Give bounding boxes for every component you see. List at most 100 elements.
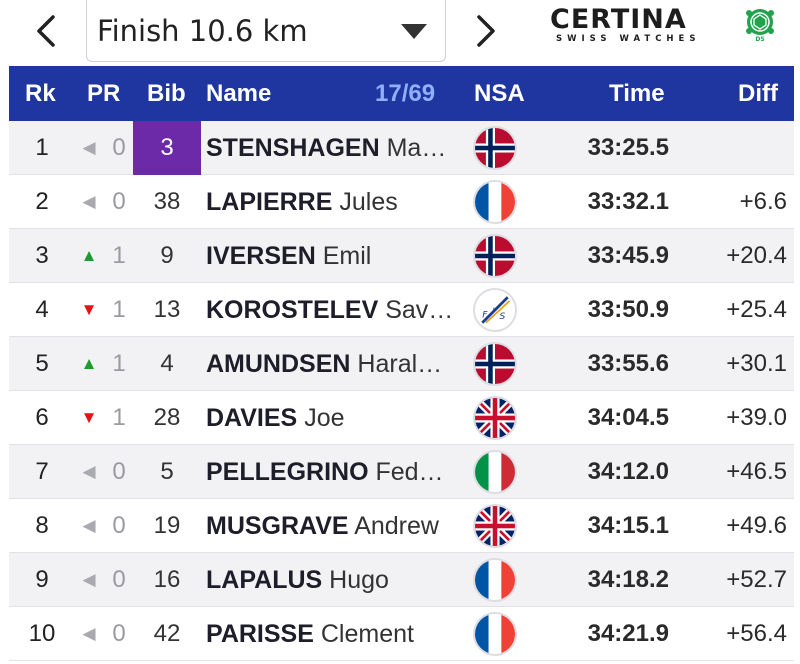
finish-time: 34:12.0 <box>587 458 669 485</box>
bib-number: 4 <box>160 350 174 377</box>
flag-italy-icon <box>473 450 517 494</box>
athlete-name[interactable]: KOROSTELEV Sav… <box>206 283 468 337</box>
nsa-flag <box>473 612 517 656</box>
bib-number: 38 <box>153 188 181 215</box>
nsa-flag <box>473 558 517 602</box>
col-bib-header[interactable]: Bib <box>147 80 186 107</box>
col-rank-header[interactable]: Rk <box>25 80 56 107</box>
athlete-surname: DAVIES <box>206 404 298 432</box>
athlete-name[interactable]: LAPALUS Hugo <box>206 553 468 607</box>
flag-norway-icon <box>473 234 517 278</box>
athlete-name[interactable]: PARISSE Clement <box>206 607 468 661</box>
athlete-name[interactable]: LAPIERRE Jules <box>206 175 468 229</box>
time-diff: +46.5 <box>726 458 787 485</box>
rank: 6 <box>35 404 49 431</box>
position-change: 1 <box>112 242 126 269</box>
position-change: 0 <box>112 458 126 485</box>
rank: 1 <box>35 134 49 161</box>
arrow-up-icon: ▲ <box>80 354 98 373</box>
svg-text:I: I <box>492 306 495 316</box>
svg-text:F: F <box>482 310 488 320</box>
athlete-given-name: Andrew <box>354 512 439 540</box>
position-change: 1 <box>112 404 126 431</box>
time-diff: +52.7 <box>726 566 787 593</box>
logo-wordmark: CERTINA <box>550 4 687 35</box>
col-nsa-header[interactable]: NSA <box>474 80 525 107</box>
split-select[interactable]: Finish 10.6 km <box>86 0 446 62</box>
athlete-name[interactable]: IVERSEN Emil <box>206 229 468 283</box>
athlete-given-name: Joe <box>304 404 345 432</box>
table-row[interactable]: 5 ▲ 1 4 AMUNDSEN Haral… 33:55.6 +30.1 <box>9 337 794 391</box>
bib-number: 5 <box>160 458 174 485</box>
athlete-given-name: Fed… <box>375 458 444 486</box>
time-diff: +25.4 <box>726 296 787 323</box>
nsa-flag <box>473 342 517 386</box>
table-row[interactable]: 7 ◀ 0 5 PELLEGRINO Fed… 34:12.0 +46.5 <box>9 445 794 499</box>
time-diff: +6.6 <box>739 188 787 215</box>
flag-norway-icon <box>473 342 517 386</box>
flag-france-icon <box>473 558 517 602</box>
results-table: Rk PR Bib Name 17/69 NSA Time Diff 1 ◀ 0 3 S… <box>9 66 794 661</box>
no-change-icon: ◀ <box>82 462 96 481</box>
table-row[interactable]: 1 ◀ 0 3 STENSHAGEN Ma… 33:25.5 <box>9 121 794 175</box>
logo-subtext: SWISS WATCHES <box>556 34 701 44</box>
athlete-given-name: Haral… <box>357 350 443 378</box>
svg-text:S: S <box>500 312 506 322</box>
athlete-surname: LAPIERRE <box>206 188 333 216</box>
top-bar: Finish 10.6 km CERTINA SWISS WATCHES DS <box>0 0 800 66</box>
logo-badge-text: DS <box>755 36 764 42</box>
table-row[interactable]: 6 ▼ 1 28 DAVIES Joe 34:04.5 +39.0 <box>9 391 794 445</box>
athlete-given-name: Emil <box>322 242 372 270</box>
col-pr-header[interactable]: PR <box>87 80 121 107</box>
athlete-surname: STENSHAGEN <box>206 134 380 162</box>
bib-number: 19 <box>153 512 181 539</box>
athlete-given-name: Sav… <box>385 296 454 324</box>
table-row[interactable]: 10 ◀ 0 42 PARISSE Clement 34:21.9 +56.4 <box>9 607 794 661</box>
col-name-header[interactable]: Name <box>206 80 272 107</box>
rank: 8 <box>35 512 49 539</box>
finish-time: 34:04.5 <box>587 404 669 431</box>
table-row[interactable]: 2 ◀ 0 38 LAPIERRE Jules 33:32.1 +6.6 <box>9 175 794 229</box>
athlete-surname: IVERSEN <box>206 242 316 270</box>
no-change-icon: ◀ <box>82 516 96 535</box>
rank: 4 <box>35 296 49 323</box>
finish-time: 34:18.2 <box>587 566 669 593</box>
position-change: 0 <box>112 566 126 593</box>
bib-number: 16 <box>153 566 181 593</box>
nsa-flag <box>473 504 517 548</box>
table-header: Rk PR Bib Name 17/69 NSA Time Diff <box>9 66 794 121</box>
nsa-flag <box>473 126 517 170</box>
athlete-name[interactable]: MUSGRAVE Andrew <box>206 499 468 553</box>
athlete-given-name: Jules <box>339 188 398 216</box>
athlete-surname: AMUNDSEN <box>206 350 351 378</box>
table-row[interactable]: 8 ◀ 0 19 MUSGRAVE Andrew 34:15.1 +49.6 <box>9 499 794 553</box>
split-select-value: Finish 10.6 km <box>97 13 308 48</box>
athlete-name[interactable]: STENSHAGEN Ma… <box>206 121 468 175</box>
athlete-name[interactable]: DAVIES Joe <box>206 391 468 445</box>
chevron-right-icon[interactable] <box>462 6 510 56</box>
athlete-name[interactable]: PELLEGRINO Fed… <box>206 445 468 499</box>
rank: 2 <box>35 188 49 215</box>
rank: 9 <box>35 566 49 593</box>
nsa-flag <box>473 180 517 224</box>
col-time-header[interactable]: Time <box>609 80 665 107</box>
time-diff: +49.6 <box>726 512 787 539</box>
table-row[interactable]: 3 ▲ 1 9 IVERSEN Emil 33:45.9 +20.4 <box>9 229 794 283</box>
no-change-icon: ◀ <box>82 192 96 211</box>
athlete-given-name: Ma… <box>386 134 447 162</box>
bib-number: 13 <box>153 296 181 323</box>
chevron-left-icon[interactable] <box>22 6 70 56</box>
caret-down-icon <box>401 24 427 44</box>
time-diff: +20.4 <box>726 242 787 269</box>
bib-number: 42 <box>153 620 181 647</box>
time-diff: +39.0 <box>726 404 787 431</box>
position-change: 1 <box>112 296 126 323</box>
col-diff-header[interactable]: Diff <box>738 80 778 107</box>
certina-logo: CERTINA SWISS WATCHES DS <box>550 4 780 46</box>
table-row[interactable]: 4 ▼ 1 13 KOROSTELEV Sav… F I S 33:50.9 +25.4 <box>9 283 794 337</box>
table-body: 1 ◀ 0 3 STENSHAGEN Ma… 33:25.5 2 ◀ 0 38 LAPIERRE J… <box>9 121 794 661</box>
table-row[interactable]: 9 ◀ 0 16 LAPALUS Hugo 34:18.2 +52.7 <box>9 553 794 607</box>
athlete-name[interactable]: AMUNDSEN Haral… <box>206 337 468 391</box>
